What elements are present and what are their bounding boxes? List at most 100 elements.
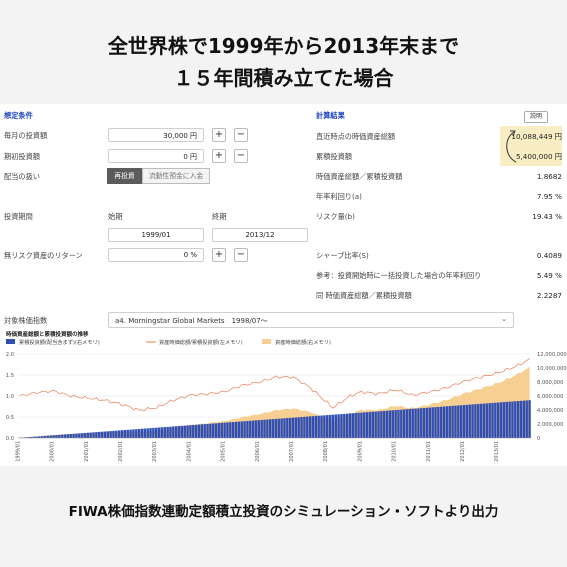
investment-bar bbox=[251, 420, 255, 438]
index-select-value: a4. Morningstar Global Markets 1998/07～ bbox=[115, 317, 268, 325]
investment-bar bbox=[269, 419, 272, 438]
investment-bar bbox=[186, 425, 189, 438]
monthly-minus-button[interactable]: − bbox=[234, 128, 248, 142]
investment-bar bbox=[231, 422, 235, 438]
investment-bar bbox=[400, 409, 403, 438]
result-value-7: 2.2287 bbox=[536, 291, 562, 300]
index-label: 対象株価指数 bbox=[4, 316, 48, 325]
investment-bar bbox=[337, 414, 340, 438]
investment-bar bbox=[155, 427, 158, 438]
monthly-plus-button[interactable]: + bbox=[212, 128, 226, 142]
investment-bar bbox=[283, 418, 286, 438]
investment-bar bbox=[465, 404, 469, 438]
end-date-input[interactable]: 2013/12 bbox=[212, 228, 308, 242]
investment-bar bbox=[263, 419, 266, 438]
investment-bar bbox=[200, 424, 204, 438]
x-tick-label: 2003/01 bbox=[152, 441, 158, 462]
investment-bar bbox=[488, 403, 491, 438]
investment-bar bbox=[60, 434, 64, 438]
investment-bar bbox=[194, 424, 198, 438]
investment-bar bbox=[38, 436, 41, 438]
investment-bar bbox=[266, 419, 269, 438]
investment-bar bbox=[120, 430, 124, 438]
investment-bar bbox=[360, 412, 363, 438]
investment-bar bbox=[348, 413, 352, 438]
initial-minus-button[interactable]: − bbox=[234, 149, 248, 163]
x-tick-label: 2012/01 bbox=[460, 441, 466, 462]
start-date-input[interactable]: 1999/01 bbox=[108, 228, 204, 242]
result-label-3: 年率利回り(a) bbox=[316, 192, 362, 201]
results-title: 計算結果 bbox=[316, 111, 345, 120]
investment-bar bbox=[83, 432, 87, 438]
investment-bar bbox=[126, 429, 129, 438]
investment-bar bbox=[157, 427, 161, 438]
investment-bar bbox=[351, 413, 355, 438]
investment-bar bbox=[323, 415, 326, 438]
investment-bars bbox=[18, 400, 531, 438]
investment-bar bbox=[72, 433, 75, 438]
dividend-deposit-option[interactable]: 流動性預金に入金 bbox=[142, 168, 210, 184]
investment-bar bbox=[528, 400, 531, 438]
arrow-curve-icon bbox=[506, 130, 517, 163]
end-label: 終期 bbox=[212, 212, 227, 221]
footer-caption: FIWA株価指数連動定額積立投資のシミュレーション・ソフトより出力 bbox=[68, 504, 499, 520]
investment-bar bbox=[317, 415, 320, 438]
headline-line2: １５年間積み立てた場合 bbox=[173, 66, 394, 90]
index-select[interactable]: a4. Morningstar Global Markets 1998/07～ … bbox=[108, 312, 514, 328]
result-value-0: 10,088,449 円 bbox=[511, 132, 562, 141]
y-left-tick-label: 1.5 bbox=[6, 373, 14, 379]
investment-bar bbox=[505, 401, 508, 438]
result-value-1: 5,400,000 円 bbox=[515, 152, 562, 161]
investment-bar bbox=[314, 415, 318, 438]
investment-bar bbox=[300, 417, 303, 438]
explain-button[interactable]: 説明 bbox=[524, 111, 548, 123]
investment-bar bbox=[371, 411, 375, 438]
investment-bar bbox=[246, 420, 249, 438]
legend-swatch bbox=[6, 339, 15, 344]
riskfree-label: 無リスク資産のリターン bbox=[4, 251, 83, 260]
investment-bar bbox=[63, 434, 67, 438]
asset-chart: 時価資産総額と累積投資額の推移 累積投資額(配当含まず)(右メモリ) 資産時価総額… bbox=[6, 330, 567, 462]
initial-input[interactable]: 0 円 bbox=[108, 149, 204, 163]
investment-bar bbox=[160, 427, 164, 438]
y-right-tick-label: 2,000,000 bbox=[537, 422, 563, 428]
investment-bar bbox=[109, 431, 112, 438]
investment-bar bbox=[428, 407, 432, 438]
investment-bar bbox=[277, 418, 280, 438]
dividend-reinvest-option[interactable]: 再投資 bbox=[107, 168, 142, 184]
initial-plus-button[interactable]: + bbox=[212, 149, 226, 163]
investment-bar bbox=[354, 413, 357, 438]
riskfree-plus-button[interactable]: + bbox=[212, 248, 226, 262]
investment-bar bbox=[391, 410, 394, 438]
x-tick-label: 2013/01 bbox=[494, 441, 500, 462]
investment-bar bbox=[214, 423, 218, 438]
investment-bar bbox=[357, 412, 360, 438]
legend-label: 資産時価総額(右メモリ) bbox=[275, 338, 331, 346]
investment-bar bbox=[334, 414, 337, 438]
x-tick-label: 2005/01 bbox=[221, 441, 227, 462]
investment-bar bbox=[98, 431, 101, 438]
investment-bar bbox=[274, 418, 278, 438]
investment-bar bbox=[106, 431, 109, 438]
x-tick-label: 2010/01 bbox=[392, 441, 398, 462]
riskfree-minus-button[interactable]: − bbox=[234, 248, 248, 262]
investment-bar bbox=[212, 423, 215, 438]
assumptions-title: 想定条件 bbox=[4, 111, 33, 120]
legend-swatch bbox=[262, 339, 271, 344]
investment-bar bbox=[368, 411, 372, 438]
x-tick-label: 2000/01 bbox=[50, 441, 56, 462]
investment-bar bbox=[511, 401, 514, 438]
investment-bar bbox=[434, 407, 437, 438]
investment-bar bbox=[431, 407, 434, 438]
riskfree-input[interactable]: 0 % bbox=[108, 248, 204, 262]
monthly-input[interactable]: 30,000 円 bbox=[108, 128, 204, 142]
investment-bar bbox=[442, 406, 446, 438]
investment-bar bbox=[328, 414, 332, 438]
investment-bar bbox=[143, 428, 147, 438]
result-value-6: 5.49 % bbox=[536, 271, 562, 280]
investment-bar bbox=[479, 403, 483, 438]
investment-bar bbox=[52, 435, 55, 438]
investment-bar bbox=[402, 409, 406, 438]
investment-bar bbox=[220, 422, 223, 438]
investment-bar bbox=[417, 408, 420, 438]
